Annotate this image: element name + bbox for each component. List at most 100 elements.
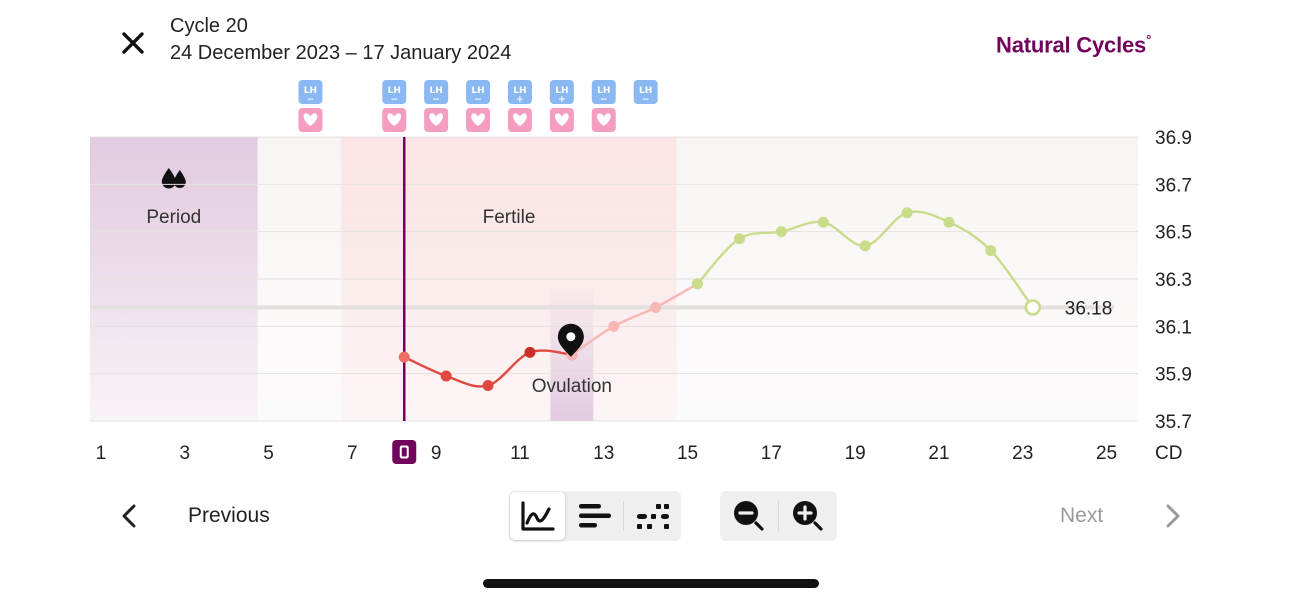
temperature-point[interactable] — [692, 278, 704, 290]
heart-icon — [596, 113, 611, 126]
brand-mark: ° — [1146, 32, 1152, 47]
next-label: Next — [1060, 504, 1104, 527]
heart-icon — [303, 113, 318, 126]
temperature-point-predicted[interactable] — [1024, 299, 1042, 316]
heart-icon — [471, 113, 485, 126]
next-button[interactable]: Next — [1060, 498, 1181, 534]
zoom-in-icon — [793, 501, 823, 531]
temperature-point[interactable] — [901, 207, 913, 219]
lh-test-result: − — [307, 95, 315, 105]
temperature-series-line — [571, 282, 699, 356]
view-mode-switcher — [509, 491, 681, 541]
chevron-right-icon — [1166, 504, 1180, 528]
x-tick-label[interactable]: 7 — [347, 443, 358, 464]
lh-test-result: − — [432, 95, 440, 105]
x-tick-label[interactable]: 21 — [928, 443, 949, 464]
heart-icon — [387, 113, 402, 126]
temperature-point[interactable] — [650, 301, 662, 313]
zoom-divider — [778, 501, 779, 531]
brand-logo: Natural Cycles° — [996, 32, 1151, 58]
fertile-label: Fertile — [483, 207, 536, 228]
x-tick-label[interactable]: 13 — [593, 443, 614, 464]
lh-test-badge[interactable] — [466, 80, 491, 104]
lh-test-label: LH — [471, 86, 484, 96]
x-tick-label[interactable]: 3 — [179, 443, 190, 464]
y-tick-label: 36.9 — [1155, 128, 1192, 149]
temperature-point[interactable] — [943, 216, 955, 228]
bars-icon — [578, 504, 611, 528]
temperature-point[interactable] — [775, 226, 787, 238]
zoom-out-icon — [734, 501, 764, 531]
lh-test-label: LH — [430, 86, 443, 96]
zoom-out-button[interactable] — [720, 491, 778, 541]
x-tick-label[interactable]: 15 — [677, 443, 698, 464]
y-tick-label: 36.7 — [1155, 175, 1192, 196]
x-tick-label[interactable]: 9 — [431, 443, 442, 464]
y-tick-label: 36.3 — [1155, 270, 1192, 291]
dots-view-button[interactable] — [624, 491, 681, 541]
heart-icon — [429, 113, 444, 126]
lh-test-result: + — [516, 95, 524, 105]
close-button[interactable] — [116, 26, 150, 60]
lh-test-label: LH — [555, 86, 568, 96]
x-tick-label[interactable]: 19 — [845, 443, 866, 464]
graph-view-button[interactable] — [510, 492, 566, 540]
heart-icon — [554, 113, 569, 126]
lh-test-label: LH — [388, 86, 401, 96]
lh-test-result: − — [390, 95, 398, 105]
lh-test-badge[interactable] — [633, 80, 658, 104]
lh-test-badge[interactable] — [549, 80, 574, 104]
lh-test-label: LH — [597, 86, 610, 96]
x-tick-label[interactable]: 1 — [96, 443, 107, 464]
lh-test-badge[interactable] — [507, 80, 532, 104]
lh-test-result: − — [474, 95, 482, 105]
lh-test-label: LH — [639, 86, 652, 96]
chevron-left-icon — [122, 504, 136, 528]
x-tick-label[interactable]: 25 — [1096, 443, 1117, 464]
ovulation-label: Ovulation — [532, 376, 612, 397]
dots-icon — [636, 504, 669, 529]
lh-test-result: + — [558, 95, 566, 105]
y-tick-label: 36.5 — [1155, 223, 1192, 244]
list-view-button[interactable] — [566, 491, 623, 541]
x-axis-unit: CD — [1155, 443, 1182, 464]
cycle-title: Cycle 20 — [170, 15, 248, 37]
temperature-point[interactable] — [482, 380, 494, 391]
previous-label: Previous — [188, 504, 270, 527]
temperature-point[interactable] — [608, 320, 620, 332]
temperature-point[interactable] — [524, 346, 536, 358]
temperature-chart[interactable]: Period Fertile 36.18 Ovulation 36.9 36.7 36.5 3… — [0, 75, 1301, 475]
temperature-point[interactable] — [440, 370, 452, 382]
y-tick-label: 35.7 — [1155, 412, 1192, 433]
temperature-point[interactable] — [733, 233, 745, 245]
temperature-point[interactable] — [985, 245, 997, 257]
thermometer-icon — [399, 445, 409, 459]
cycle-date-range: 24 December 2023 – 17 January 2024 — [170, 42, 512, 64]
lh-test-result: − — [600, 95, 608, 105]
droplets-icon — [161, 168, 186, 189]
home-indicator[interactable] — [483, 579, 819, 588]
temperature-point[interactable] — [859, 240, 871, 252]
x-tick-label[interactable]: 23 — [1012, 443, 1033, 464]
lh-test-label: LH — [513, 86, 526, 96]
heart-icon — [513, 113, 527, 126]
zoom-in-button[interactable] — [779, 491, 837, 541]
temperature-point[interactable] — [398, 351, 410, 363]
brand-name: Natural Cycles — [996, 32, 1147, 58]
lh-test-badge[interactable] — [382, 80, 407, 104]
x-tick-label[interactable]: 5 — [263, 443, 274, 464]
lh-test-result: − — [642, 95, 650, 105]
lh-test-label: LH — [304, 86, 317, 96]
period-label: Period — [146, 207, 201, 228]
zoom-controls — [720, 491, 837, 541]
y-tick-label: 35.9 — [1155, 365, 1192, 386]
temperature-point[interactable] — [817, 216, 829, 228]
coverline-value: 36.18 — [1065, 298, 1113, 319]
previous-button[interactable]: Previous — [112, 498, 270, 534]
y-tick-label: 36.1 — [1155, 317, 1192, 338]
lh-test-badge[interactable] — [424, 80, 449, 104]
lh-test-badge[interactable] — [298, 80, 323, 104]
lh-test-badge[interactable] — [591, 80, 616, 104]
x-tick-label[interactable]: 11 — [510, 443, 530, 464]
x-tick-label[interactable]: 17 — [761, 443, 782, 464]
